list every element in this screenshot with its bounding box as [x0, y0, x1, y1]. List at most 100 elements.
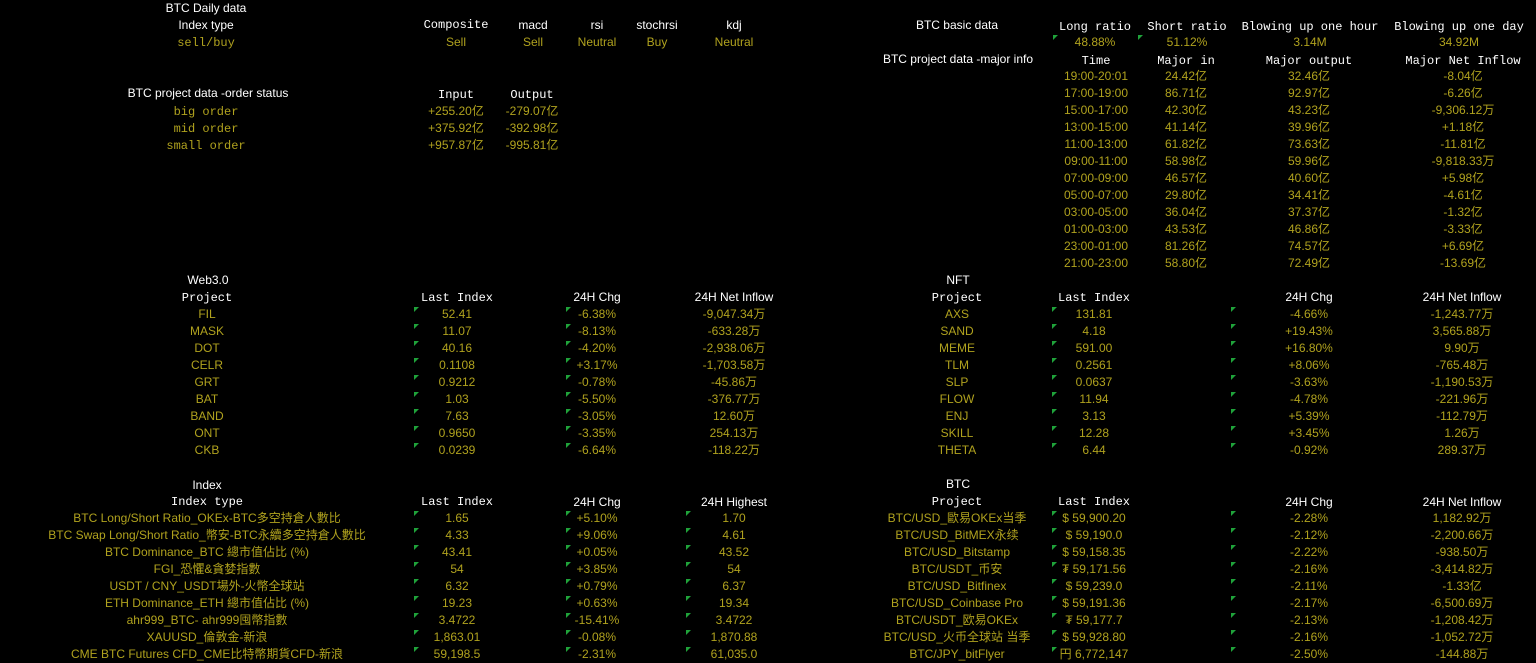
web3-cell[interactable]: GRT [194, 375, 220, 389]
basic-header[interactable]: Short ratio [1147, 20, 1227, 34]
btc-header[interactable]: 24H Chg [1285, 495, 1333, 509]
web3-cell[interactable]: -6.38% [577, 307, 617, 321]
major-cell[interactable]: 03:00-05:00 [1063, 205, 1129, 219]
web3-cell[interactable]: CELR [190, 358, 224, 372]
daily-header[interactable]: rsi [590, 18, 604, 32]
major-cell[interactable]: 29.80亿 [1164, 188, 1208, 202]
index-cell[interactable]: +0.63% [576, 596, 618, 610]
nft-cell[interactable]: -221.96万 [1435, 392, 1489, 406]
nft-cell[interactable]: 9.90万 [1444, 341, 1480, 355]
major-cell[interactable]: 58.98亿 [1164, 154, 1208, 168]
major-header[interactable]: Time [1081, 54, 1111, 68]
major-header[interactable]: Major Net Inflow [1405, 54, 1521, 68]
major-cell[interactable]: 07:00-09:00 [1063, 171, 1129, 185]
daily-header[interactable]: Composite [423, 18, 489, 32]
btc-cell[interactable]: -1,052.72万 [1430, 630, 1494, 644]
nft-cell[interactable]: 289.37万 [1437, 443, 1487, 457]
nft-cell[interactable]: +5.39% [1288, 409, 1330, 423]
major-cell[interactable]: -8.04亿 [1443, 69, 1483, 83]
nft-cell[interactable]: -4.78% [1289, 392, 1329, 406]
nft-cell[interactable]: 1.26万 [1444, 426, 1480, 440]
daily-value[interactable]: Buy [646, 35, 668, 49]
major-cell[interactable]: 23:00-01:00 [1063, 239, 1129, 253]
web3-cell[interactable]: 0.1108 [439, 358, 475, 372]
btc-cell[interactable]: $ 59,191.36 [1062, 596, 1126, 610]
major-cell[interactable]: +6.69亿 [1441, 239, 1485, 253]
web3-header[interactable]: Last Index [420, 291, 494, 305]
nft-cell[interactable]: -0.92% [1289, 443, 1329, 457]
index-cell[interactable]: 43.52 [718, 545, 750, 559]
major-cell[interactable]: 09:00-11:00 [1064, 154, 1128, 168]
nft-cell[interactable]: +16.80% [1285, 341, 1333, 355]
web3-cell[interactable]: -8.13% [577, 324, 617, 338]
major-cell[interactable]: 15:00-17:00 [1063, 103, 1129, 117]
order-row-label[interactable]: big order [173, 105, 239, 119]
order-output[interactable]: -392.98亿 [505, 121, 559, 135]
web3-cell[interactable]: DOT [194, 341, 220, 355]
index-cell[interactable]: 4.61 [722, 528, 746, 542]
btc-cell[interactable]: -2.16% [1289, 630, 1329, 644]
web3-cell[interactable]: -3.35% [577, 426, 617, 440]
btc-cell[interactable]: ₮ 59,171.56 [1061, 562, 1127, 576]
index-cell[interactable]: 1,870.88 [710, 630, 758, 644]
index-cell[interactable]: 43.41 [441, 545, 473, 559]
order-input[interactable]: +375.92亿 [428, 121, 484, 135]
major-cell[interactable]: 92.97亿 [1287, 86, 1331, 100]
btc-cell[interactable]: $ 59,928.80 [1062, 630, 1126, 644]
web3-header[interactable]: Project [181, 291, 233, 305]
web3-cell[interactable]: 0.9650 [438, 426, 476, 440]
major-cell[interactable]: -11.81亿 [1440, 137, 1486, 151]
web3-cell[interactable]: 0.0239 [438, 443, 476, 457]
index-cell[interactable]: -2.31% [577, 647, 617, 661]
nft-header[interactable]: 24H Net Inflow [1422, 290, 1502, 304]
index-cell[interactable]: 4.33 [445, 528, 469, 542]
index-cell[interactable]: 19.34 [718, 596, 750, 610]
btc-cell[interactable]: -3,414.82万 [1430, 562, 1494, 576]
major-cell[interactable]: 46.86亿 [1287, 222, 1331, 236]
index-header[interactable]: Index type [170, 495, 244, 509]
major-cell[interactable]: -4.61亿 [1443, 188, 1483, 202]
nft-cell[interactable]: 4.18 [1082, 324, 1106, 338]
index-title[interactable]: Index [192, 478, 222, 492]
nft-cell[interactable]: 131.81 [1075, 307, 1113, 321]
index-cell[interactable]: 61,035.0 [710, 647, 758, 661]
major-cell[interactable]: 59.96亿 [1287, 154, 1331, 168]
major-cell[interactable]: 17:00-19:00 [1063, 86, 1129, 100]
index-cell[interactable]: BTC Swap Long/Short Ratio_幣安-BTC永續多空持倉人數… [48, 528, 366, 542]
major-cell[interactable]: 43.23亿 [1287, 103, 1331, 117]
major-cell[interactable]: 42.30亿 [1164, 103, 1208, 117]
web3-cell[interactable]: FIL [198, 307, 216, 321]
order-output[interactable]: -279.07亿 [505, 104, 559, 118]
web3-cell[interactable]: 40.16 [441, 341, 473, 355]
nft-header[interactable]: Project [931, 291, 983, 305]
major-cell[interactable]: 58.80亿 [1164, 256, 1208, 270]
nft-cell[interactable]: 591.00 [1075, 341, 1113, 355]
nft-header[interactable]: 24H Chg [1285, 290, 1333, 304]
web3-cell[interactable]: -5.50% [577, 392, 617, 406]
index-header[interactable]: Last Index [420, 495, 494, 509]
basic-header[interactable]: Blowing up one day [1394, 20, 1524, 34]
web3-cell[interactable]: MASK [189, 324, 225, 338]
nft-cell[interactable]: SKILL [940, 426, 974, 440]
major-cell[interactable]: 32.46亿 [1287, 69, 1331, 83]
major-cell[interactable]: 81.26亿 [1164, 239, 1208, 253]
nft-cell[interactable]: -765.48万 [1435, 358, 1489, 372]
major-cell[interactable]: +5.98亿 [1441, 171, 1485, 185]
btc-cell[interactable]: BTC/USDT_币安 [911, 562, 1003, 576]
daily-value[interactable]: Neutral [577, 35, 617, 49]
web3-cell[interactable]: 11.07 [442, 324, 472, 338]
index-cell[interactable]: BTC Long/Short Ratio_OKEx-BTC多空持倉人數比 [73, 511, 341, 525]
web3-cell[interactable]: -0.78% [577, 375, 617, 389]
major-cell[interactable]: -3.33亿 [1443, 222, 1483, 236]
major-cell[interactable]: -9,306.12万 [1431, 103, 1495, 117]
index-cell[interactable]: +9.06% [576, 528, 618, 542]
nft-cell[interactable]: AXS [944, 307, 970, 321]
index-cell[interactable]: 1,863.01 [433, 630, 481, 644]
nft-cell[interactable]: +3.45% [1288, 426, 1330, 440]
btc-cell[interactable]: -2.13% [1289, 613, 1329, 627]
index-header[interactable]: 24H Highest [700, 495, 768, 509]
index-cell[interactable]: +0.05% [576, 545, 618, 559]
btc-cell[interactable]: -2.17% [1289, 596, 1329, 610]
index-cell[interactable]: 3.4722 [438, 613, 476, 627]
web3-cell[interactable]: 0.9212 [438, 375, 476, 389]
